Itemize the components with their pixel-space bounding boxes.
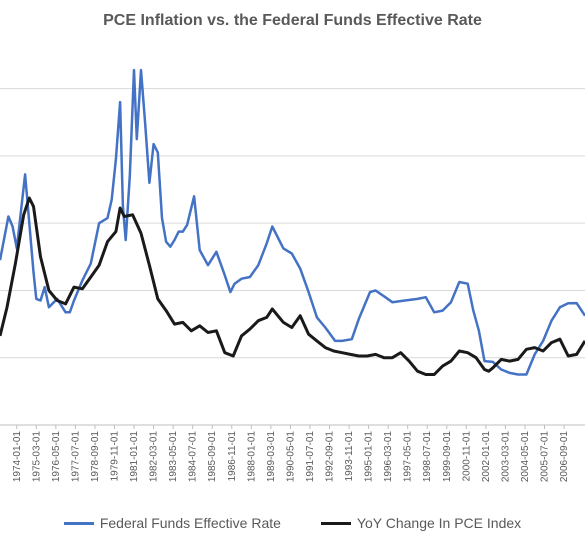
x-tick-label: 1981-01-01 [129,431,140,483]
x-tick-label: 1999-09-01 [442,431,453,483]
x-tick-label: 2000-11-01 [461,431,472,482]
x-tick-label: 2004-05-01 [520,431,531,483]
x-tick-label: 1990-05-01 [285,431,296,483]
x-tick-label: 1993-11-01 [344,431,355,482]
x-tick-label: 1974-01-01 [12,431,23,483]
legend-swatch-fed-funds [63,521,94,525]
legend-item-fed-funds: Federal Funds Effective Rate [63,515,281,531]
x-tick-label: 1995-01-01 [364,431,375,483]
series-line-pce [0,196,585,376]
x-tick-label: 1997-05-01 [403,431,414,483]
x-tick-label: 1986-11-01 [227,431,238,482]
legend: Federal Funds Effective Rate YoY Change … [0,511,585,535]
x-tick-labels: 1974-01-01 1975-03-01 1976-05-01 1977-07-01… [12,425,570,482]
x-tick-label: 1979-11-01 [109,431,120,482]
x-tick-label: 1991-07-01 [305,431,316,483]
legend-item-pce: YoY Change In PCE Index [320,515,522,531]
x-tick-label: 1989-03-01 [266,431,277,483]
legend-swatch-pce [320,521,351,525]
x-tick-label: 1976-05-01 [51,431,62,483]
x-tick-label: 1996-03-01 [383,431,394,483]
x-tick-label: 1983-05-01 [168,431,179,483]
x-tick-label: 2006-09-01 [559,431,570,483]
gridlines [0,88,585,359]
series-lines [0,68,585,376]
x-tick-label: 2002-01-01 [481,431,492,483]
x-tick-label: 1982-03-01 [149,431,160,483]
x-tick-label: 1985-09-01 [207,431,218,483]
x-tick-label: 1978-09-01 [90,431,101,483]
legend-label-fed-funds: Federal Funds Effective Rate [99,515,281,531]
x-tick-label: 1988-01-01 [246,431,257,483]
legend-label-pce: YoY Change In PCE Index [356,515,522,531]
x-tick-label: 2003-03-01 [500,431,511,483]
x-tick-label: 1992-09-01 [324,431,335,483]
x-tick-label: 2005-07-01 [540,431,551,483]
x-tick-label: 1977-07-01 [70,431,81,483]
x-tick-label: 1984-07-01 [188,431,199,483]
chart-title: PCE Inflation vs. the Federal Funds Effe… [103,12,482,29]
x-tick-label: 1975-03-01 [31,431,42,483]
x-tick-label: 1998-07-01 [422,431,433,483]
series-line-fed-funds [0,68,585,376]
